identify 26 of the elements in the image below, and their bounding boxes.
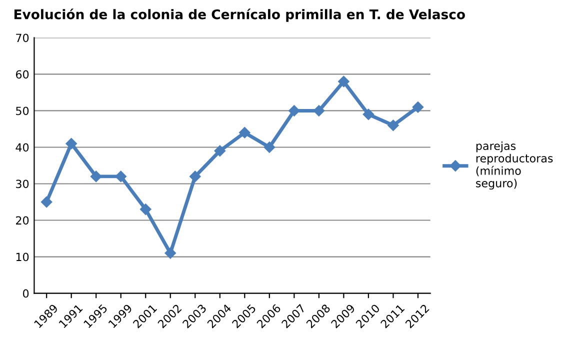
y-tick-label: 0	[23, 289, 29, 298]
point	[412, 101, 424, 113]
legend-label: parejas reproductoras (mínimo seguro)	[476, 141, 553, 190]
point	[388, 120, 399, 131]
y-tick-label: 20	[16, 216, 29, 225]
point	[264, 142, 276, 153]
point	[190, 170, 201, 182]
point	[313, 105, 325, 116]
point	[239, 127, 250, 138]
point	[90, 170, 102, 182]
y-tick-label: 40	[16, 143, 29, 152]
point	[115, 170, 126, 182]
y-tick-label: 30	[16, 180, 29, 188]
y-tick-label: 50	[16, 106, 29, 116]
point	[338, 76, 350, 88]
chart-title: Evolución de la colonia de Cernícalo primilla en T. de Velasco	[14, 8, 465, 22]
point	[66, 138, 77, 150]
y-tick-label: 60	[16, 70, 29, 79]
y-tick-label: 10	[16, 252, 29, 262]
point	[40, 196, 52, 208]
point	[140, 204, 152, 215]
point	[214, 145, 226, 156]
y-tick-label: 70	[16, 34, 29, 42]
point	[164, 248, 176, 259]
point	[288, 105, 300, 116]
point	[362, 108, 374, 120]
